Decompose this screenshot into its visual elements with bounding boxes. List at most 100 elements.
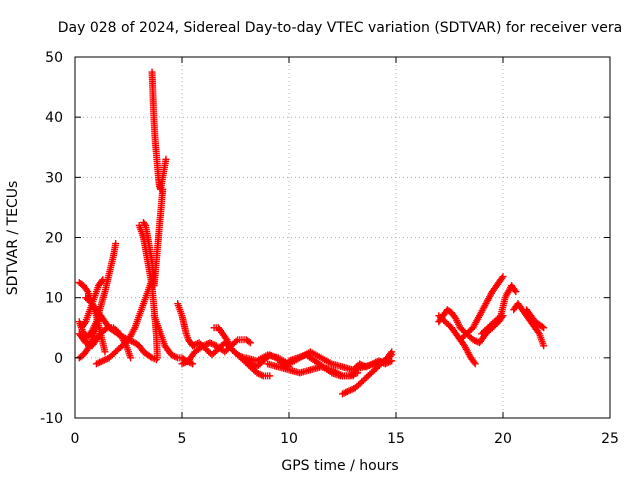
y-tick-label: 20 xyxy=(45,231,63,247)
data-point-marker xyxy=(159,185,167,193)
data-point-marker xyxy=(367,361,375,369)
data-point-marker xyxy=(112,240,120,248)
data-point-marker xyxy=(471,360,479,368)
series-arc8 xyxy=(148,68,170,193)
series-arc19 xyxy=(339,348,396,398)
data-point-marker xyxy=(356,360,364,368)
data-point-marker xyxy=(172,353,180,361)
series-arc6 xyxy=(77,276,107,332)
y-tick-label: -10 xyxy=(40,411,63,427)
data-point-marker xyxy=(255,370,263,378)
data-point-marker xyxy=(381,360,389,368)
data-point-marker xyxy=(376,358,384,366)
data-point-marker xyxy=(171,352,179,360)
data-point-marker xyxy=(538,323,546,331)
data-point-marker xyxy=(81,319,89,327)
x-tick-label: 20 xyxy=(494,431,512,447)
data-point-marker xyxy=(97,358,105,366)
data-point-marker xyxy=(534,328,542,336)
data-point-marker xyxy=(375,357,383,365)
data-point-marker xyxy=(540,324,548,332)
data-point-marker xyxy=(83,286,91,294)
y-axis-label: SDTVAR / TECUs xyxy=(5,181,21,296)
data-point-marker xyxy=(470,358,478,366)
x-tick-label: 10 xyxy=(280,431,298,447)
series-arc24 xyxy=(478,282,520,338)
data-point-marker xyxy=(246,360,254,368)
data-point-marker xyxy=(253,369,261,377)
chart-title: Day 028 of 2024, Sidereal Day-to-day VTE… xyxy=(58,20,622,36)
data-point-marker xyxy=(370,359,378,367)
data-point-marker xyxy=(498,274,506,282)
data-point-marker xyxy=(169,352,177,360)
data-point-marker xyxy=(237,352,245,360)
data-point-marker xyxy=(245,338,253,346)
data-point-marker xyxy=(153,354,161,362)
data-point-marker xyxy=(383,359,391,367)
data-point-marker xyxy=(98,277,106,285)
data-point-marker xyxy=(209,340,217,348)
data-point-marker xyxy=(94,359,102,367)
data-point-marker xyxy=(266,372,274,380)
data-point-marker xyxy=(99,357,107,365)
data-point-marker xyxy=(387,349,395,357)
data-point-marker xyxy=(378,358,386,366)
data-point-marker xyxy=(147,353,155,361)
data-point-marker xyxy=(359,361,367,369)
data-point-marker xyxy=(189,342,197,350)
data-point-marker xyxy=(127,354,135,362)
data-point-marker xyxy=(471,337,479,345)
data-point-marker xyxy=(343,388,351,396)
data-point-marker xyxy=(167,351,175,359)
data-point-marker xyxy=(339,390,346,398)
data-point-marker xyxy=(256,370,264,378)
data-point-marker xyxy=(92,360,100,368)
series-arc26 xyxy=(523,306,548,332)
data-point-marker xyxy=(357,361,365,369)
data-point-marker xyxy=(101,348,109,356)
y-tick-label: 30 xyxy=(45,170,63,186)
series-arc20 xyxy=(349,357,396,374)
series-arc5 xyxy=(75,312,105,362)
data-point-marker xyxy=(180,359,188,367)
data-point-marker xyxy=(232,337,240,345)
data-point-marker xyxy=(246,339,254,347)
data-point-marker xyxy=(97,312,105,320)
data-point-marker xyxy=(348,385,356,393)
x-tick-label: 0 xyxy=(71,431,80,447)
series-arc23 xyxy=(456,273,507,344)
x-tick-label: 5 xyxy=(178,431,187,447)
data-point-marker xyxy=(362,363,370,371)
series-arc22 xyxy=(435,312,479,368)
y-tick-label: 0 xyxy=(54,351,63,367)
data-point-marker xyxy=(347,386,355,394)
data-point-marker xyxy=(118,333,126,341)
data-point-marker xyxy=(96,358,104,366)
data-point-marker xyxy=(234,351,242,359)
data-point-marker xyxy=(206,339,214,347)
data-point-marker xyxy=(368,360,376,368)
x-axis-label: GPS time / hours xyxy=(281,458,398,474)
series-arc12 xyxy=(174,300,197,350)
data-point-marker xyxy=(469,336,477,344)
data-point-marker xyxy=(385,358,393,366)
data-series xyxy=(75,68,548,398)
data-point-marker xyxy=(388,357,396,365)
data-point-marker xyxy=(345,387,353,395)
data-point-marker xyxy=(189,360,197,368)
data-point-marker xyxy=(162,155,170,163)
data-point-marker xyxy=(235,352,243,360)
data-point-marker xyxy=(102,355,110,363)
data-point-marker xyxy=(100,356,108,364)
data-point-marker xyxy=(207,340,215,348)
axis-ticks: 0 5 10 15 20 25 -10 0 10 20 30 40 50 xyxy=(40,50,619,447)
data-point-marker xyxy=(99,276,107,284)
data-point-marker xyxy=(258,371,266,379)
data-point-marker xyxy=(495,313,503,321)
data-point-marker xyxy=(178,360,186,368)
data-point-marker xyxy=(353,369,361,377)
data-point-marker xyxy=(365,361,373,369)
series-arc18 xyxy=(285,351,361,380)
